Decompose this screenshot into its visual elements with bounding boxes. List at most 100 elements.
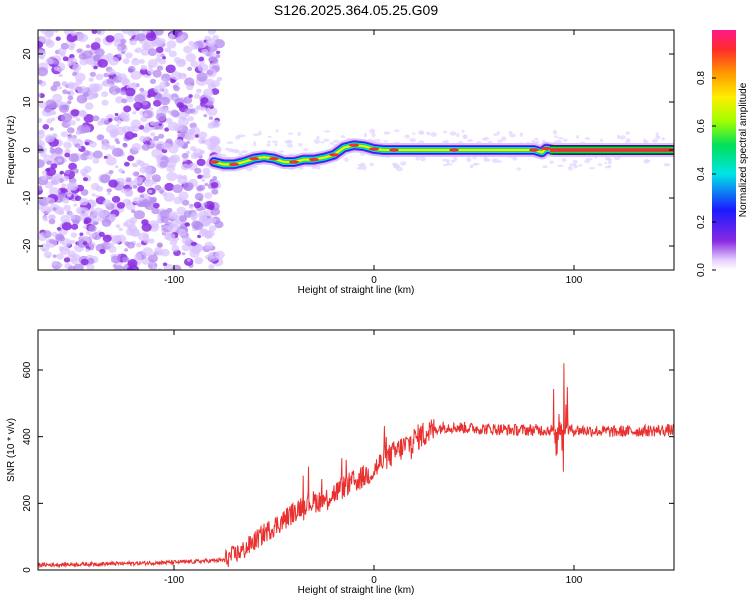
noise-speckle (82, 92, 89, 98)
ridge-halo-speckle (467, 139, 474, 142)
y-tick-label: 0 (22, 147, 33, 153)
noise-speckle (116, 202, 126, 209)
noise-speckle (204, 241, 214, 250)
ridge-halo-speckle (599, 138, 604, 143)
noise-speckle (52, 93, 63, 103)
noise-speckle (149, 139, 156, 145)
noise-speckle (198, 137, 207, 145)
ridge-halo-speckle (443, 130, 447, 134)
noise-speckle (46, 197, 55, 205)
noise-speckle (184, 77, 195, 87)
spectrogram-x-ticks: -100 0 100 (164, 30, 583, 286)
noise-speckle (182, 158, 187, 162)
ridge-halo-speckle (329, 142, 335, 145)
noise-speckle (181, 152, 189, 159)
noise-speckle (77, 145, 82, 150)
noise-speckle (86, 257, 95, 265)
noise-speckle (191, 44, 199, 50)
noise-speckle (82, 241, 88, 246)
y-tick-label: 10 (22, 96, 33, 108)
noise-speckle (112, 264, 117, 268)
noise-speckle (200, 217, 212, 227)
noise-speckle (125, 177, 132, 183)
noise-speckle (124, 248, 129, 252)
noise-speckle (68, 182, 79, 191)
snr-y-label: SNR (10 * v/v) (6, 418, 17, 482)
noise-speckle (85, 44, 91, 49)
noise-speckle (81, 210, 86, 214)
ridge-halo-speckle (241, 150, 248, 154)
noise-speckle (168, 211, 179, 220)
noise-speckle (111, 255, 121, 264)
noise-speckle (86, 263, 95, 270)
ridge-halo-speckle (226, 141, 234, 145)
noise-speckle (79, 198, 89, 206)
noise-speckle (169, 109, 179, 117)
noise-speckle (208, 116, 213, 120)
noise-speckle (105, 35, 115, 43)
noise-speckle (206, 100, 214, 107)
noise-speckle (140, 64, 147, 71)
snr-panel: -100 0 100 0 200 400 600 Height of straight l… (6, 329, 675, 596)
ridge-halo-speckle (286, 143, 294, 148)
noise-speckle (181, 252, 186, 256)
noise-speckle (38, 79, 43, 85)
noise-speckle (204, 192, 213, 199)
noise-speckle (198, 131, 208, 139)
colorbar-tick-label: 0.2 (696, 215, 707, 229)
noise-speckle (142, 199, 149, 205)
noise-speckle (141, 43, 151, 51)
noise-speckle (131, 143, 142, 152)
noise-speckle (96, 30, 102, 34)
noise-speckle (137, 186, 146, 193)
noise-speckle (122, 256, 130, 263)
noise-speckle (108, 179, 118, 188)
colorbar-gradient (712, 30, 736, 270)
noise-speckle (161, 224, 172, 235)
noise-speckle (139, 59, 145, 64)
colorbar-tick-label: 0.4 (696, 167, 707, 181)
noise-speckle (132, 197, 141, 204)
noise-speckle (152, 69, 162, 78)
noise-speckle (107, 242, 114, 248)
ridge-red-blob (389, 148, 399, 152)
ridge-red-blob (269, 157, 279, 161)
noise-speckle (197, 63, 209, 72)
noise-speckle (126, 96, 134, 103)
noise-speckle (188, 128, 195, 134)
noise-speckle (115, 126, 126, 136)
noise-speckle (215, 54, 221, 59)
noise-speckle (170, 71, 182, 81)
noise-speckle (68, 162, 77, 171)
noise-speckle (176, 59, 186, 68)
noise-speckle (164, 182, 175, 192)
ridge-halo-speckle (456, 132, 460, 138)
noise-speckle (148, 189, 153, 194)
noise-speckle (45, 99, 57, 109)
noise-speckle (73, 263, 84, 270)
noise-speckle (68, 153, 79, 163)
noise-speckle (167, 121, 179, 131)
noise-speckle (75, 117, 81, 122)
noise-speckle (204, 200, 215, 210)
noise-speckle (116, 119, 122, 124)
ridge-red-blob (209, 160, 219, 164)
ridge-halo-speckle (400, 161, 407, 166)
noise-speckle (124, 131, 135, 140)
noise-speckle (39, 93, 45, 99)
noise-speckle (38, 186, 43, 192)
ridge-halo-speckle (453, 156, 458, 162)
noise-speckle (187, 116, 194, 122)
ridge-halo-speckle (228, 148, 234, 153)
ridge-halo-speckle (487, 140, 493, 144)
ridge-halo-speckle (420, 156, 426, 162)
noise-speckle (108, 170, 114, 174)
noise-speckle (88, 225, 97, 232)
noise-speckle (118, 168, 124, 173)
noise-speckle (149, 78, 157, 84)
noise-speckle (78, 110, 87, 118)
noise-speckle (50, 163, 58, 169)
ridge-halo-speckle (661, 137, 665, 141)
x-tick-label: 0 (371, 275, 377, 286)
ridge-halo-speckle (619, 135, 626, 140)
